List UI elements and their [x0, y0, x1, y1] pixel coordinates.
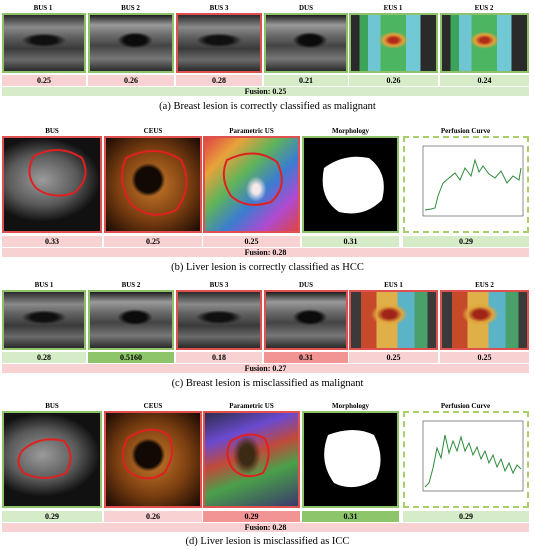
lesion-contour	[222, 152, 283, 206]
fusion-score: Fusion: 0.28	[2, 523, 529, 532]
score-eus1: 0.25	[349, 352, 438, 363]
score-eus2: 0.25	[440, 352, 529, 363]
caption: (d) Liver lesion is misclassified as ICC	[185, 536, 350, 547]
score-bus3: 0.18	[176, 352, 262, 363]
lesion-contour	[226, 433, 270, 478]
panel-b-header-3: Parametric US	[229, 127, 274, 135]
panel-b-header-2: CEUS	[143, 127, 163, 135]
dus-image	[264, 13, 348, 73]
panel-c-header-4: DUS	[298, 281, 313, 289]
score-bus1: 0.25	[2, 75, 86, 86]
score-bus1: 0.28	[2, 352, 86, 363]
fusion-score: Fusion: 0.28	[2, 248, 529, 257]
fusion-score: Fusion: 0.27	[2, 364, 529, 373]
dus-image	[264, 290, 348, 350]
panel-b-header-1: BUS	[45, 127, 59, 135]
score-morphology: 0.31	[302, 511, 399, 522]
caption: (a) Breast lesion is correctly classifie…	[159, 101, 376, 112]
score-bus: 0.29	[2, 511, 102, 522]
perfusion-curve-plot	[403, 411, 529, 508]
score-morphology: 0.31	[302, 236, 399, 247]
score-parametric-us: 0.25	[203, 236, 300, 247]
lesion-contour	[28, 149, 87, 197]
panel-a-header-1: BUS 1	[33, 4, 53, 12]
panel-c-header-1: BUS 1	[34, 281, 54, 289]
eus2-image	[440, 290, 529, 350]
panel-d-header-5: Perfusion Curve	[440, 402, 491, 410]
morphology-image	[302, 136, 399, 233]
panel-d-header-2: CEUS	[143, 402, 163, 410]
score-dus: 0.21	[264, 75, 348, 86]
panel-b-header-4: Morphology	[332, 127, 369, 135]
panel-c-header-3: BUS 3	[209, 281, 229, 289]
panel-a-header-5: EUS 1	[383, 4, 403, 12]
lesion-contour	[17, 438, 72, 479]
eus1-image	[349, 290, 438, 350]
perfusion-curve-plot	[403, 136, 529, 233]
score-perfusion-curve: 0.29	[403, 511, 529, 522]
bus2-image	[88, 13, 174, 73]
lesion-contour	[121, 150, 188, 216]
score-eus2: 0.24	[440, 75, 529, 86]
parametric-us-image	[203, 136, 300, 233]
perfusion-curve	[422, 420, 524, 492]
bus-image	[2, 136, 102, 233]
score-ceus: 0.26	[104, 511, 202, 522]
panel-d-header-3: Parametric US	[229, 402, 274, 410]
lesion-contour	[122, 428, 174, 480]
ceus-image	[104, 411, 202, 508]
panel-c-header-2: BUS 2	[121, 281, 141, 289]
panel-b-header-5: Perfusion Curve	[440, 127, 491, 135]
caption: (c) Breast lesion is misclassified as ma…	[171, 378, 364, 389]
bus3-image	[176, 13, 262, 73]
bus1-image	[2, 290, 86, 350]
morphology-image	[302, 411, 399, 508]
score-bus2: 0.5160	[88, 352, 174, 363]
score-bus2: 0.26	[88, 75, 174, 86]
ceus-image	[104, 136, 202, 233]
panel-d-header-1: BUS	[45, 402, 59, 410]
fusion-score: Fusion: 0.25	[2, 87, 529, 96]
lesion-mask	[322, 156, 384, 214]
caption: (b) Liver lesion is correctly classified…	[171, 262, 364, 273]
bus-image	[2, 411, 102, 508]
panel-a-header-4: DUS	[298, 4, 313, 12]
bus1-image	[2, 13, 86, 73]
eus2-image	[440, 13, 529, 73]
panel-a-header-3: BUS 3	[209, 4, 229, 12]
eus1-image	[349, 13, 438, 73]
bus3-image	[176, 290, 262, 350]
panel-a-header-6: EUS 2	[474, 4, 494, 12]
perfusion-curve	[422, 145, 524, 217]
score-bus: 0.33	[2, 236, 102, 247]
score-bus3: 0.28	[176, 75, 262, 86]
score-parametric-us: 0.29	[203, 511, 300, 522]
panel-d-header-4: Morphology	[332, 402, 369, 410]
score-ceus: 0.25	[104, 236, 202, 247]
score-perfusion-curve: 0.29	[403, 236, 529, 247]
panel-a-header-2: BUS 2	[121, 4, 140, 12]
lesion-mask	[324, 430, 381, 488]
bus2-image	[88, 290, 174, 350]
panel-c-header-5: EUS 1	[384, 281, 403, 289]
parametric-us-image	[203, 411, 300, 508]
panel-c-header-6: EUS 2	[475, 281, 494, 289]
score-dus: 0.31	[264, 352, 348, 363]
score-eus1: 0.26	[349, 75, 438, 86]
